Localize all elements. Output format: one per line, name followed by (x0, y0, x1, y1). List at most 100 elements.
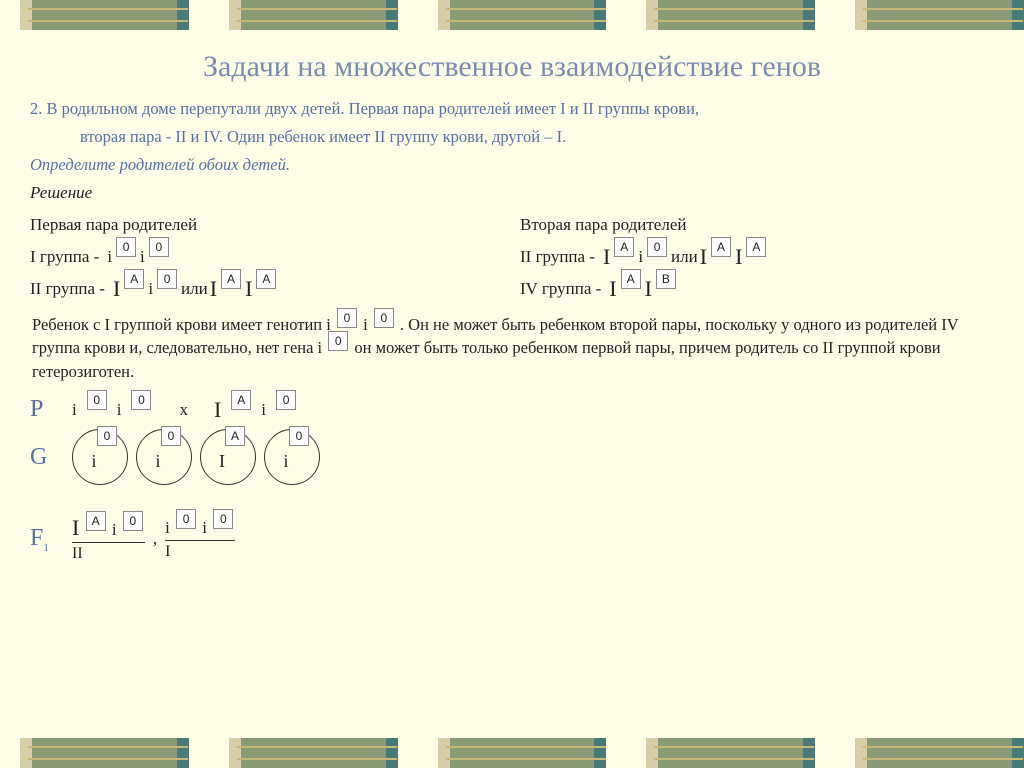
allele: I (700, 244, 707, 270)
text: Ребенок с I группой крови имеет генотип … (32, 315, 331, 334)
g-gametes-row: G i 0 i 0 I A i 0 (30, 429, 994, 485)
allele: i (202, 518, 207, 537)
superscript-box: 0 (116, 237, 136, 257)
pair1-header: Первая пара родителей (30, 215, 520, 235)
superscript-box: 0 (161, 426, 181, 446)
superscript-box: A (86, 511, 106, 531)
allele: I (609, 276, 616, 302)
superscript-box: A (711, 237, 731, 257)
bar-segment (646, 738, 815, 768)
label: II группа - (30, 279, 105, 299)
superscript-box: 0 (149, 237, 169, 257)
text: F (30, 525, 43, 551)
superscript-box: 0 (647, 237, 667, 257)
blood-group-roman: II (72, 545, 83, 563)
allele: i (140, 247, 145, 267)
allele: I (72, 515, 79, 540)
solution-heading: Решение (30, 183, 994, 203)
allele: i (155, 451, 160, 472)
superscript-box: 0 (131, 390, 151, 410)
allele: i (91, 451, 96, 472)
allele: i (165, 518, 170, 537)
superscript-box: A (221, 269, 241, 289)
allele: i (148, 279, 153, 299)
bar-segment (20, 0, 189, 30)
allele: I (645, 276, 652, 302)
slide-content: Задачи на множественное взаимодействие г… (30, 50, 994, 569)
separator: , (153, 529, 157, 549)
offspring-1: I A i 0 II (72, 515, 145, 563)
pair1-group1: I группа - i 0 i 0 (30, 247, 520, 267)
superscript-box: A (621, 269, 641, 289)
bar-segment (438, 0, 607, 30)
g-label: G (30, 444, 54, 471)
superscript-box: 0 (374, 308, 394, 328)
label: II группа - (520, 247, 595, 267)
allele: I (214, 397, 221, 423)
blood-group-roman: I (165, 543, 170, 561)
superscript-box: 0 (213, 509, 233, 529)
superscript-box: 0 (123, 511, 143, 531)
superscript-box: A (614, 237, 634, 257)
allele: i (261, 400, 266, 420)
page-title: Задачи на множественное взаимодействие г… (30, 50, 994, 84)
superscript-box: A (124, 269, 144, 289)
sub: 1 (43, 542, 49, 554)
f1-offspring-row: F1 I A i 0 II , i 0 i 0 I (30, 515, 994, 563)
or-text: или (671, 247, 698, 267)
task-text-line2: вторая пара - II и IV. Один ребенок имее… (30, 126, 994, 148)
decoration-bar-top (0, 0, 1024, 30)
superscript-box: A (746, 237, 766, 257)
superscript-box: 0 (87, 390, 107, 410)
gamete-circle: i 0 (136, 429, 192, 485)
allele: I (735, 244, 742, 270)
allele: I (210, 276, 217, 302)
decoration-bar-bottom (0, 738, 1024, 768)
gamete-circle: I A (200, 429, 256, 485)
label: I группа - (30, 247, 99, 267)
bar-segment (20, 738, 189, 768)
text: i (363, 315, 368, 334)
allele: i (638, 247, 643, 267)
p-generation-row: P i 0 i 0 x I A i 0 (30, 396, 994, 423)
bar-segment (438, 738, 607, 768)
p-label: P (30, 396, 54, 423)
superscript-box: 0 (337, 308, 357, 328)
f-label: F1 (30, 525, 54, 554)
cross-symbol: x (179, 400, 188, 420)
allele: i (107, 247, 112, 267)
allele: I (603, 244, 610, 270)
superscript-box: 0 (97, 426, 117, 446)
bar-segment (855, 738, 1024, 768)
or-text: или (181, 279, 208, 299)
bar-segment (229, 738, 398, 768)
label: IV группа - (520, 279, 601, 299)
bar-segment (646, 0, 815, 30)
allele: I (245, 276, 252, 302)
superscript-box: A (231, 390, 251, 410)
explanation-text: Ребенок с I группой крови имеет генотип … (30, 313, 994, 385)
superscript-box: A (256, 269, 276, 289)
task-question: Определите родителей обоих детей. (30, 155, 994, 175)
bar-segment (855, 0, 1024, 30)
pair2-group2: IV группа - I A I B (520, 276, 1010, 302)
gamete-circle: i 0 (264, 429, 320, 485)
parents-header-row: Первая пара родителей Вторая пара родите… (30, 209, 994, 241)
pair2-header: Вторая пара родителей (520, 215, 1010, 235)
pair2-group1: II группа - I A i 0 или I A I A (520, 244, 1010, 270)
allele: i (112, 520, 117, 539)
task-text-line1: 2. В родильном доме перепутали двух дете… (30, 98, 994, 120)
superscript-box: 0 (328, 331, 348, 351)
superscript-box: B (656, 269, 676, 289)
gamete-circle: i 0 (72, 429, 128, 485)
pair1-group2: II группа - I A i 0 или I A I A (30, 276, 520, 302)
superscript-box: A (225, 426, 245, 446)
allele: I (219, 451, 225, 472)
bar-segment (229, 0, 398, 30)
superscript-box: 0 (289, 426, 309, 446)
allele: i (283, 451, 288, 472)
superscript-box: 0 (176, 509, 196, 529)
allele: i (117, 400, 122, 420)
genotype: i 0 i 0 (165, 518, 235, 541)
superscript-box: 0 (157, 269, 177, 289)
